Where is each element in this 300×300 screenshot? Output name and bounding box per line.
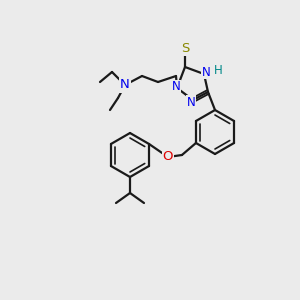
Text: N: N <box>202 65 210 79</box>
Text: O: O <box>163 151 173 164</box>
Text: N: N <box>187 95 195 109</box>
Text: N: N <box>172 80 180 94</box>
Text: S: S <box>181 41 189 55</box>
Text: N: N <box>120 79 130 92</box>
Text: H: H <box>214 64 222 76</box>
